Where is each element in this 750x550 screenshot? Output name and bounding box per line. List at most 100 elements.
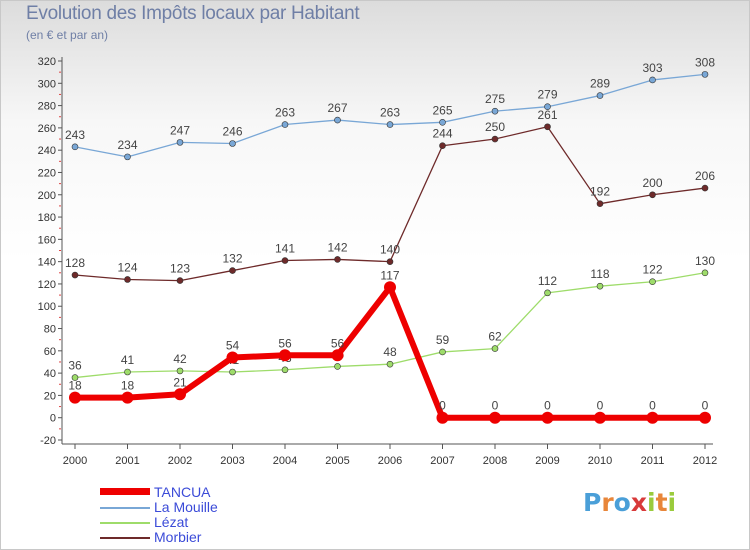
data-label-tancua: 0	[702, 399, 709, 413]
data-point-l-zat	[386, 360, 394, 368]
data-label-tancua: 54	[226, 339, 240, 353]
data-label-morbier: 142	[327, 240, 347, 254]
data-point-morbier	[649, 191, 656, 199]
y-tick-label: 40	[44, 368, 56, 380]
data-point-tancua	[699, 411, 711, 424]
logo-letter: i	[647, 488, 656, 517]
data-label-morbier: 192	[590, 185, 610, 199]
data-label-l-zat: 118	[590, 267, 609, 281]
logo-letter: r	[601, 488, 614, 517]
y-tick-label: 100	[38, 301, 56, 313]
data-label-l-zat: 122	[642, 263, 662, 277]
data-point-l-zat	[649, 278, 656, 286]
data-label-la-mouille: 246	[222, 124, 242, 138]
data-label-l-zat: 36	[68, 359, 82, 373]
data-point-morbier	[281, 257, 289, 264]
data-point-l-zat	[334, 363, 341, 370]
data-point-la-mouille	[71, 143, 79, 151]
data-point-morbier	[71, 271, 79, 279]
x-tick-label: 2008	[483, 455, 507, 467]
data-point-la-mouille	[334, 116, 341, 124]
data-point-la-mouille	[649, 76, 656, 84]
logo-letter: i	[667, 488, 677, 517]
data-label-tancua: 117	[380, 268, 399, 282]
y-tick-label: 240	[38, 145, 56, 157]
data-label-tancua: 0	[597, 399, 604, 413]
data-point-tancua	[69, 391, 81, 404]
data-point-morbier	[701, 184, 709, 192]
data-point-morbier	[596, 200, 604, 207]
data-point-tancua	[384, 281, 396, 294]
data-point-morbier	[124, 276, 131, 283]
data-point-l-zat	[491, 345, 499, 352]
logo-letter: P	[583, 488, 602, 517]
data-point-tancua	[594, 411, 606, 424]
chart-title: Evolution des Impôts locaux par Habitant	[26, 3, 360, 24]
y-tick-label: 200	[38, 190, 56, 202]
data-label-l-zat: 41	[121, 353, 135, 367]
y-tick-label: 0	[50, 413, 56, 425]
data-label-la-mouille: 234	[117, 138, 137, 152]
data-label-la-mouille: 308	[695, 55, 715, 69]
legend-label-morbier: Morbier	[154, 529, 202, 545]
data-label-morbier: 200	[642, 176, 662, 190]
series-line-morbier	[74, 126, 706, 282]
legend-label-lezat: Lézat	[154, 514, 189, 530]
data-label-l-zat: 62	[488, 330, 502, 344]
x-tick-label: 2003	[220, 455, 244, 467]
data-point-morbier	[334, 256, 341, 263]
data-point-l-zat	[596, 282, 604, 290]
data-label-l-zat: 42	[173, 352, 187, 366]
x-tick-label: 2005	[325, 455, 349, 467]
data-point-l-zat	[71, 374, 79, 381]
data-label-tancua: 18	[68, 379, 82, 393]
x-tick-label: 2002	[168, 455, 192, 467]
data-label-morbier: 124	[117, 260, 137, 274]
data-point-la-mouille	[176, 139, 184, 146]
data-point-l-zat	[439, 348, 446, 356]
y-tick-label: 220	[38, 167, 56, 179]
data-point-tancua	[174, 388, 186, 401]
y-tick-label: 80	[44, 324, 56, 336]
data-point-l-zat	[701, 269, 709, 277]
logo-letter: t	[655, 488, 668, 517]
data-point-la-mouille	[124, 153, 131, 161]
x-tick-label: 2009	[535, 455, 559, 467]
data-point-tancua	[436, 411, 449, 424]
x-tick-label: 2001	[115, 455, 139, 467]
data-label-morbier: 140	[380, 243, 400, 257]
legend-swatch-la-mouille	[100, 507, 150, 509]
logo-letter: o	[613, 488, 631, 517]
data-label-la-mouille: 263	[380, 106, 400, 120]
data-point-morbier	[386, 258, 394, 265]
x-tick-label: 2010	[588, 455, 612, 467]
y-tick-label: 120	[38, 279, 56, 291]
data-label-l-zat: 130	[695, 254, 715, 268]
data-point-morbier	[229, 267, 236, 274]
data-label-la-mouille: 247	[170, 123, 190, 137]
data-label-la-mouille: 265	[432, 103, 452, 117]
data-point-morbier	[176, 277, 184, 284]
data-point-tancua	[646, 411, 659, 424]
legend-swatch-tancua	[100, 488, 150, 495]
data-point-la-mouille	[439, 119, 446, 126]
data-label-morbier: 250	[485, 120, 505, 134]
data-point-la-mouille	[281, 121, 289, 128]
data-point-l-zat	[544, 289, 551, 297]
data-point-la-mouille	[386, 121, 394, 128]
data-label-la-mouille: 275	[485, 92, 505, 106]
data-point-tancua	[121, 391, 134, 404]
data-label-morbier: 261	[537, 108, 557, 122]
x-tick-label: 2000	[63, 455, 87, 467]
data-label-la-mouille: 289	[590, 77, 610, 91]
data-label-tancua: 0	[544, 399, 551, 413]
data-label-tancua: 18	[121, 379, 135, 393]
x-tick-label: 2007	[430, 455, 454, 467]
data-point-tancua	[279, 349, 291, 362]
x-tick-label: 2012	[693, 455, 717, 467]
data-label-tancua: 21	[173, 375, 187, 389]
legend-swatch-morbier	[100, 537, 150, 539]
data-label-tancua: 0	[439, 399, 446, 413]
